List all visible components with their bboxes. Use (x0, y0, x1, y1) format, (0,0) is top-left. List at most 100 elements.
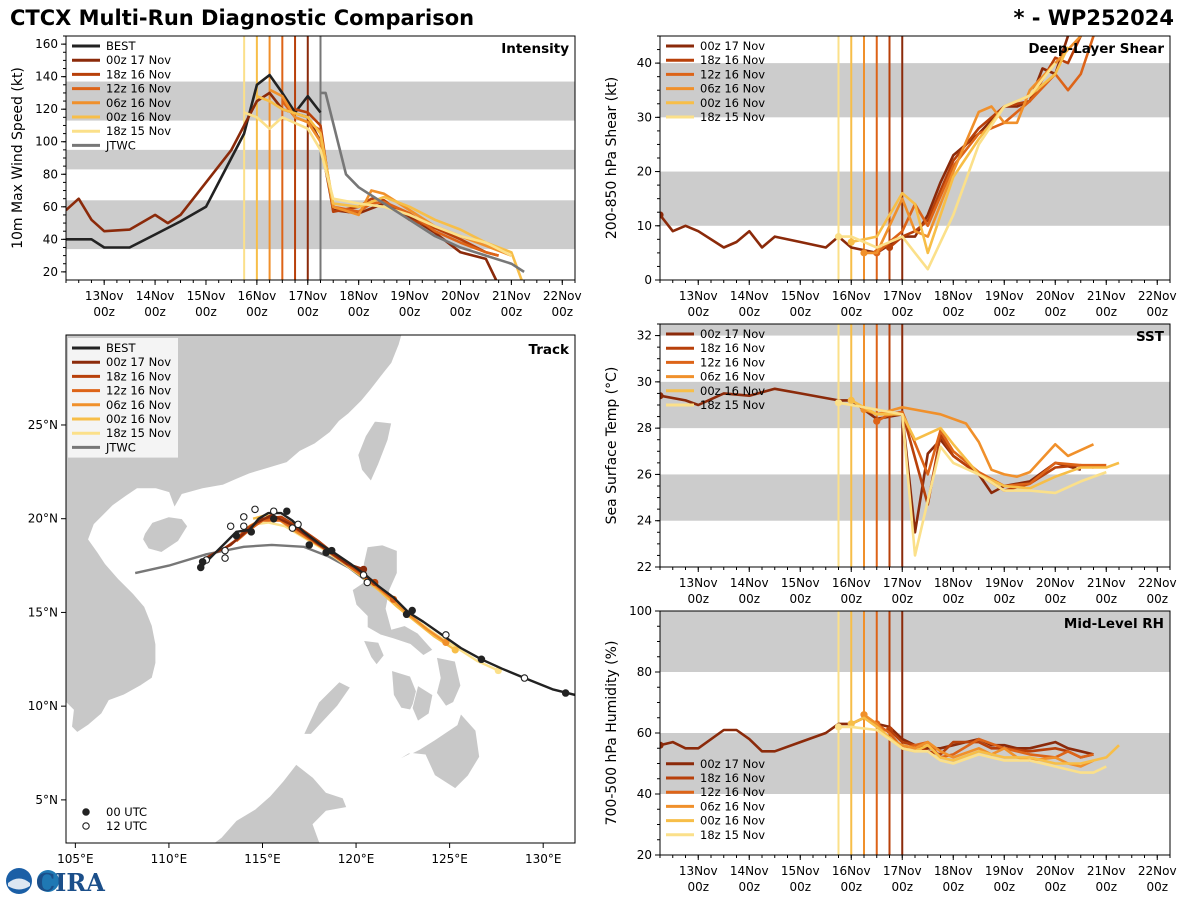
legend-label: JTWC (105, 138, 136, 152)
y-tick-label: 15°N (28, 605, 58, 619)
x-tick-label: 19Nov (985, 864, 1024, 878)
series-line-18z-15-nov (838, 62, 1057, 271)
legend-label: 00z 17 Nov (700, 757, 765, 771)
threshold-band (660, 611, 1170, 672)
best-marker-00utc (305, 541, 314, 549)
best-marker-00utc (561, 689, 570, 697)
y-tick-label: 140 (35, 70, 58, 84)
series-group (660, 387, 1120, 557)
storm-id: * - WP252024 (1013, 6, 1174, 30)
series-start-marker (847, 396, 855, 404)
x-tick-label: 00z (993, 592, 1015, 606)
series-start-marker (660, 741, 664, 749)
x-tick-label: 15Nov (781, 864, 820, 878)
y-tick-label: 26 (637, 467, 652, 481)
x-tick-label: 110°E (151, 852, 188, 866)
legend-label: BEST (106, 39, 136, 53)
series-line-12z-16-nov (876, 410, 1107, 488)
legend-label: 00z 16 Nov (106, 412, 171, 426)
cira-logo: CIRA (6, 868, 105, 896)
x-tick-label: 00z (993, 305, 1015, 319)
series-line-12z-16-nov (875, 36, 1095, 254)
x-tick-label: 00z (1146, 305, 1168, 319)
x-tick-label: 00z (93, 305, 115, 319)
legend-label: 18z 16 Nov (700, 771, 765, 785)
y-tick-label: 0 (644, 273, 652, 287)
legend-label: 06z 16 Nov (106, 96, 171, 110)
x-tick-label: 21Nov (1087, 864, 1126, 878)
x-tick-label: 15Nov (781, 576, 820, 590)
threshold-band (660, 474, 1170, 521)
legend-label: 12z 16 Nov (700, 355, 765, 369)
y-tick-label: 24 (637, 514, 652, 528)
x-tick-label: 18Nov (339, 289, 378, 303)
best-track-line (201, 511, 575, 697)
legend-background (68, 338, 178, 458)
mindanao-shape (393, 712, 481, 790)
series-line-18z-15-nov (838, 725, 1107, 774)
best-marker-12utc (240, 522, 248, 530)
marker-legend-background (68, 803, 154, 839)
x-tick-label: 00z (891, 592, 913, 606)
x-tick-label: 115°E (244, 852, 281, 866)
y-tick-label: 22 (637, 560, 652, 574)
legend-label: 00z 16 Nov (700, 814, 765, 828)
hainan-shape (142, 516, 189, 553)
panay-shape (391, 669, 419, 711)
x-tick-label: 19Nov (390, 289, 429, 303)
threshold-band (660, 63, 1170, 118)
best-marker-00utc (196, 563, 205, 572)
legend-label: 00z 17 Nov (106, 53, 171, 67)
legend-label: 12z 16 Nov (106, 82, 171, 96)
y-axis-label: 10m Max Wind Speed (kt) (10, 67, 26, 249)
legend-label: 06z 16 Nov (700, 370, 765, 384)
x-tick-label: 00z (399, 305, 421, 319)
figure-title: CTCX Multi-Run Diagnostic Comparison (10, 6, 475, 30)
x-tick-label: 22Nov (1138, 289, 1177, 303)
x-tick-label: 14Nov (730, 864, 769, 878)
intensity-panel: 20 40 60 80 100 120 140 160 13Nov 00z 14Nov 00z 15No… (10, 35, 582, 319)
x-tick-label: 00z (687, 880, 709, 894)
y-tick-label: 40 (43, 232, 58, 246)
globe-icon (37, 870, 59, 892)
track-group (134, 505, 575, 697)
threshold-band (660, 324, 1170, 336)
y-tick-label: 28 (637, 421, 652, 435)
y-tick-label: 20°N (28, 512, 58, 526)
x-tick-label: 00z (1146, 880, 1168, 894)
best-marker-12utc (240, 513, 248, 521)
legend-label: 12z 16 Nov (700, 67, 765, 81)
y-tick-label: 10 (637, 219, 652, 233)
best-marker-00utc (477, 655, 486, 664)
y-tick-label: 30 (637, 110, 652, 124)
x-tick-label: 120°E (338, 852, 375, 866)
y-tick-label: 80 (637, 665, 652, 679)
y-tick-label: 60 (43, 200, 58, 214)
y-tick-label: 60 (637, 726, 652, 740)
x-tick-label: 00z (348, 305, 370, 319)
x-tick-label: 21Nov (492, 289, 531, 303)
best-marker-00utc (269, 514, 278, 523)
legend-label: 00z 16 Nov (700, 96, 765, 110)
samar-shape (435, 656, 462, 707)
legend-label: 00z 16 Nov (106, 110, 171, 124)
x-tick-label: 00z (687, 592, 709, 606)
series-line-18z-15-nov (838, 401, 1107, 557)
legend-label: 18z 15 Nov (106, 426, 171, 440)
legend-label: 06z 16 Nov (106, 398, 171, 412)
y-tick-label: 100 (35, 135, 58, 149)
x-tick-label: 13Nov (679, 864, 718, 878)
marker-legend-label: 00 UTC (106, 805, 147, 819)
y-tick-label: 5°N (35, 793, 58, 807)
x-tick-label: 00z (1044, 880, 1066, 894)
x-tick-label: 16Nov (832, 864, 871, 878)
x-tick-label: 21Nov (1087, 289, 1126, 303)
y-tick-label: 120 (35, 102, 58, 116)
palawan-shape (303, 681, 351, 735)
y-tick-label: 10°N (28, 699, 58, 713)
x-tick-label: 00z (144, 305, 166, 319)
best-marker-00utc (283, 507, 291, 515)
luzon-shape (351, 544, 434, 656)
mindoro-shape (362, 640, 385, 666)
series-start-marker (860, 249, 868, 257)
